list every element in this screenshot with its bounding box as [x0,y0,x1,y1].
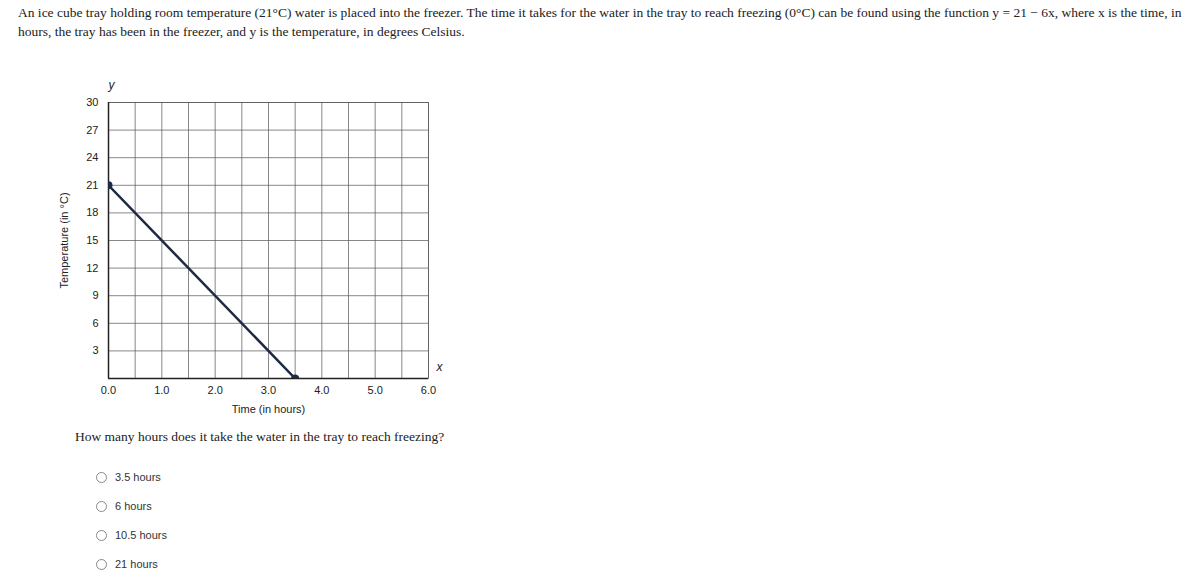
html-text:6 hours: 6 hours [115,500,152,512]
svg-text:15: 15 [86,234,98,246]
svg-text:2.0: 2.0 [208,384,223,396]
svg-text:12: 12 [86,262,98,274]
html-text:An ice cube tray holding room: An ice cube tray holding room temperatur… [18,5,1182,39]
svg-text:Temperature (in °C): Temperature (in °C) [58,192,70,288]
svg-text:4.0: 4.0 [314,384,329,396]
html-text:10.5 hours: 10.5 hours [115,529,167,541]
svg-text:27: 27 [86,124,98,136]
svg-text:Time (in hours): Time (in hours) [232,403,306,415]
html-text:How many hours does it take th: How many hours does it take the water in… [75,429,445,444]
svg-text:6.0: 6.0 [421,384,436,396]
svg-text:21: 21 [86,179,98,191]
html-text:3.5 hours: 3.5 hours [115,471,161,483]
svg-text:24: 24 [86,151,98,163]
svg-text:6: 6 [92,317,98,329]
svg-text:30: 30 [86,96,98,108]
svg-text:y: y [108,78,116,92]
svg-text:5.0: 5.0 [368,384,383,396]
svg-text:x: x [436,360,444,374]
html-text:21 hours: 21 hours [115,558,158,570]
svg-text:0.0: 0.0 [101,384,116,396]
svg-text:3.0: 3.0 [261,384,276,396]
svg-text:1.0: 1.0 [154,384,169,396]
svg-text:3: 3 [92,344,98,356]
svg-text:18: 18 [86,206,98,218]
svg-text:9: 9 [92,289,98,301]
